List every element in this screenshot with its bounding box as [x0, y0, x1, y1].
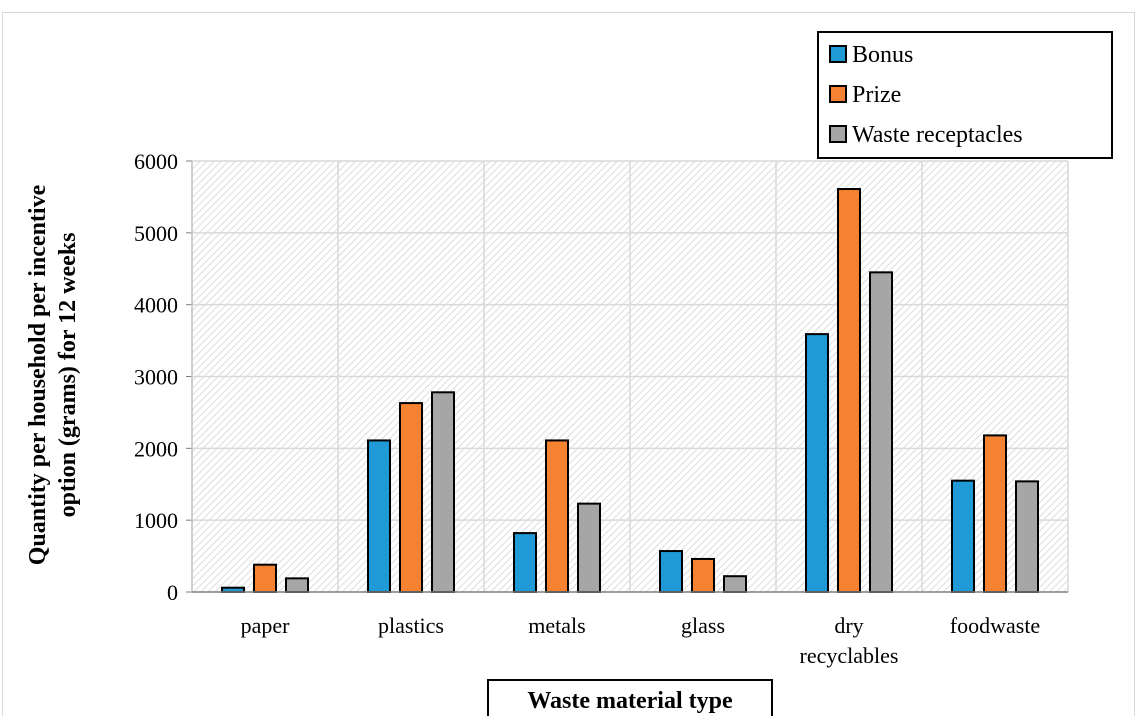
bar-prize — [399, 402, 423, 593]
bar-bonus — [805, 333, 829, 593]
y-tick-label: 2000 — [134, 436, 178, 461]
x-tick-label: recyclables — [800, 643, 899, 668]
gridlines — [192, 160, 1069, 592]
y-axis-title-line-2: option (grams) for 12 weeks — [55, 233, 81, 518]
x-axis-title-box — [487, 679, 773, 716]
legend-swatch — [829, 45, 847, 63]
bar-prize — [983, 434, 1007, 593]
legend-box — [817, 31, 1113, 159]
legend-swatch — [829, 85, 847, 103]
y-axis-title: Quantity per household per incentive opt… — [25, 184, 81, 565]
y-tick-label: 0 — [167, 580, 178, 605]
y-tick-label: 4000 — [134, 293, 178, 318]
bar-waste-receptacles — [869, 271, 893, 593]
bar-bonus — [951, 479, 975, 593]
bar-prize — [253, 563, 277, 593]
bar-bonus — [367, 439, 391, 593]
chart-frame — [2, 12, 1135, 716]
legend-label: Bonus — [852, 42, 913, 68]
x-tick-label: glass — [681, 613, 725, 638]
bar-waste-receptacles — [285, 577, 309, 594]
bar-bonus — [659, 550, 683, 593]
axes: 0 1000 2000 3000 4000 5000 6000 paper plastics me… — [134, 149, 1068, 668]
x-axis-title-text: Waste material type — [527, 688, 733, 714]
bar-waste-receptacles — [577, 502, 601, 593]
y-axis-title-line-1: Quantity per household per incentive — [25, 184, 51, 565]
x-tick-label: paper — [241, 613, 291, 638]
x-axis-title: Waste material type — [487, 679, 773, 716]
legend-swatch — [829, 125, 847, 143]
x-tick-label: dry — [834, 613, 863, 638]
bar-bonus — [513, 532, 537, 594]
bar-waste-receptacles — [723, 575, 747, 593]
y-tick-label: 6000 — [134, 149, 178, 174]
bar-prize — [691, 557, 715, 593]
x-tick-label: foodwaste — [950, 613, 1040, 638]
legend-label: Waste receptacles — [852, 122, 1023, 148]
y-tick-label: 5000 — [134, 221, 178, 246]
y-tick-label: 3000 — [134, 365, 178, 390]
bar-prize — [837, 188, 861, 593]
x-tick-label: plastics — [378, 613, 444, 638]
bars — [221, 188, 1039, 594]
bar-prize — [545, 439, 569, 593]
x-tick-label: metals — [528, 613, 585, 638]
bar-waste-receptacles — [1015, 480, 1039, 594]
bar-waste-receptacles — [431, 391, 455, 594]
legend: Bonus Prize Waste receptacles — [817, 31, 1113, 159]
y-tick-label: 1000 — [134, 508, 178, 533]
legend-label: Prize — [852, 82, 901, 108]
